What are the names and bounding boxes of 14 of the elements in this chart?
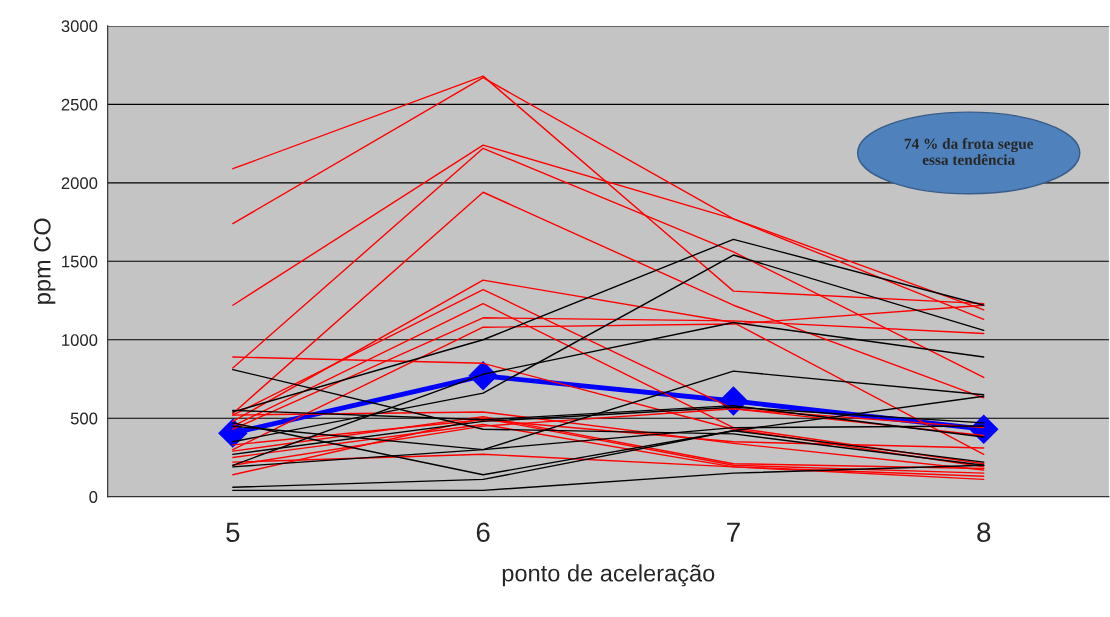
x-axis-title: ponto de aceleração — [502, 564, 715, 587]
x-tick-label: 8 — [977, 522, 991, 543]
annotation: 74 % da frota segue essa tendência — [904, 137, 1034, 165]
y-tick-label: 1500 — [62, 255, 98, 268]
y-tick-label: 2000 — [61, 177, 98, 190]
y-axis-title: ppm CO — [33, 218, 56, 304]
y-tick-label: 0 — [89, 491, 98, 503]
y-tick-label: 3000 — [61, 20, 98, 33]
y-tick-label: 2500 — [61, 98, 98, 111]
x-tick-label: 6 — [476, 522, 490, 543]
x-tick-label: 5 — [226, 522, 240, 543]
y-tick-label: 1000 — [62, 334, 98, 346]
y-tick-label: 500 — [70, 412, 98, 425]
x-tick-label: 7 — [727, 522, 740, 542]
